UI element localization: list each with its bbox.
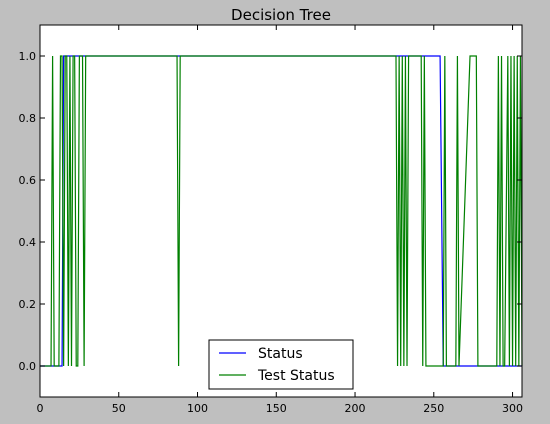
y-tick-label: 0.6 xyxy=(19,174,37,187)
x-tick-label: 0 xyxy=(37,402,44,415)
x-tick-label: 150 xyxy=(266,402,287,415)
x-tick-label: 250 xyxy=(423,402,444,415)
legend-label-status: Status xyxy=(258,346,303,362)
y-tick-label: 1.0 xyxy=(19,50,37,63)
x-tick-label: 300 xyxy=(502,402,523,415)
legend-box xyxy=(208,339,354,390)
series-layer xyxy=(40,55,523,367)
x-tick-label: 200 xyxy=(345,402,366,415)
legend: Status Test Status xyxy=(208,339,354,390)
tick-layer: 0 50 100 150 200 250 300 0.0 0.2 0.4 0.6 0.8 1.0 xyxy=(19,25,523,415)
y-tick-label: 0.4 xyxy=(19,236,37,249)
chart-title: Decision Tree xyxy=(231,6,331,24)
y-tick-label: 0.2 xyxy=(19,298,37,311)
y-tick-label: 0.0 xyxy=(19,360,37,373)
y-tick-label: 0.8 xyxy=(19,112,37,125)
series-line-test-status xyxy=(40,55,523,367)
legend-label-test-status: Test Status xyxy=(257,368,335,384)
x-tick-label: 100 xyxy=(187,402,208,415)
x-tick-label: 50 xyxy=(112,402,126,415)
axes-frame xyxy=(39,24,523,398)
